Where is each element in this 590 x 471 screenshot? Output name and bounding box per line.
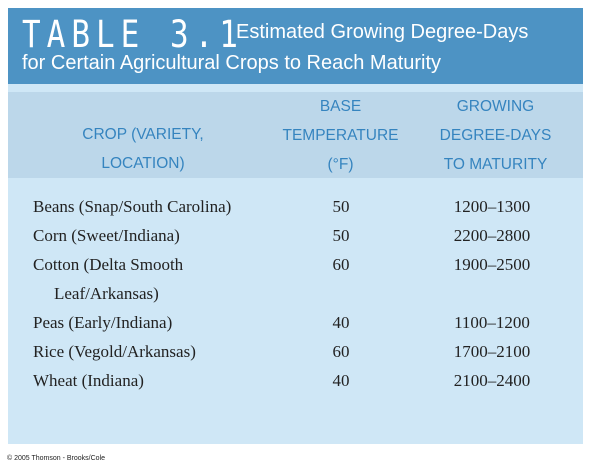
table-body: Beans (Snap/South Carolina) 50 1200–1300… (8, 192, 583, 395)
base-temperature-cell: 60 (332, 342, 350, 361)
data-table: TABLE 3.1 Estimated Growing Degree-Days … (8, 8, 583, 444)
table-row: Peas (Early/Indiana) 40 1100–1200 (8, 308, 583, 337)
column-header-gdd-line: GROWING (456, 98, 535, 115)
table-number: TABLE 3.1 (22, 13, 244, 57)
table-row: Cotton (Delta Smooth Leaf/Arkansas) 60 1… (8, 250, 583, 308)
column-header-crop-line: CROP (VARIETY, (82, 126, 204, 143)
growing-degree-days-cell: 1200–1300 (453, 197, 531, 216)
crop-cell: Peas (Early/Indiana) (33, 313, 173, 332)
growing-degree-days-cell: 1100–1200 (454, 313, 530, 332)
table-row: Rice (Vegold/Arkansas) 60 1700–2100 (8, 337, 583, 366)
growing-degree-days-cell: 2200–2800 (453, 226, 531, 245)
table-title-line-1: Estimated Growing Degree-Days (236, 21, 529, 43)
column-header-base-line: (°F) (327, 156, 354, 173)
growing-degree-days-cell: 2100–2400 (453, 371, 531, 390)
column-header-growing-degree-days: GROWING DEGREE-DAYS TO MATURITY (428, 92, 563, 179)
copyright-notice: © 2005 Thomson - Brooks/Cole (7, 455, 106, 462)
growing-degree-days-cell: 1900–2500 (453, 255, 531, 274)
table-header-row: CROP (VARIETY, LOCATION) BASE TEMPERATUR… (8, 92, 583, 178)
table-title-bar: TABLE 3.1 Estimated Growing Degree-Days … (8, 8, 583, 84)
crop-cell: Wheat (Indiana) (33, 371, 144, 390)
column-header-base-line: BASE (319, 98, 362, 115)
column-header-crop: CROP (VARIETY, LOCATION) (63, 120, 223, 178)
column-header-base-temperature: BASE TEMPERATURE (°F) (273, 92, 408, 179)
base-temperature-cell: 40 (332, 313, 350, 332)
column-header-base-line: TEMPERATURE (282, 127, 399, 144)
base-temperature-cell: 50 (332, 226, 350, 245)
table-row: Wheat (Indiana) 40 2100–2400 (8, 366, 583, 395)
crop-cell: Rice (Vegold/Arkansas) (33, 342, 196, 361)
column-header-gdd-line: DEGREE-DAYS (439, 127, 552, 144)
crop-cell: Beans (Snap/South Carolina) (33, 197, 232, 216)
growing-degree-days-cell: 1700–2100 (453, 342, 531, 361)
base-temperature-cell: 50 (332, 197, 350, 216)
crop-cell: Corn (Sweet/Indiana) (33, 226, 180, 245)
column-header-gdd-line: TO MATURITY (443, 156, 548, 173)
table-row: Beans (Snap/South Carolina) 50 1200–1300 (8, 192, 583, 221)
table-row: Corn (Sweet/Indiana) 50 2200–2800 (8, 221, 583, 250)
table-title-line-2: for Certain Agricultural Crops to Reach … (22, 52, 442, 74)
crop-cell: Cotton (Delta Smooth Leaf/Arkansas) (33, 255, 184, 303)
base-temperature-cell: 40 (332, 371, 350, 390)
column-header-crop-line: LOCATION) (101, 155, 185, 172)
base-temperature-cell: 60 (332, 255, 350, 274)
